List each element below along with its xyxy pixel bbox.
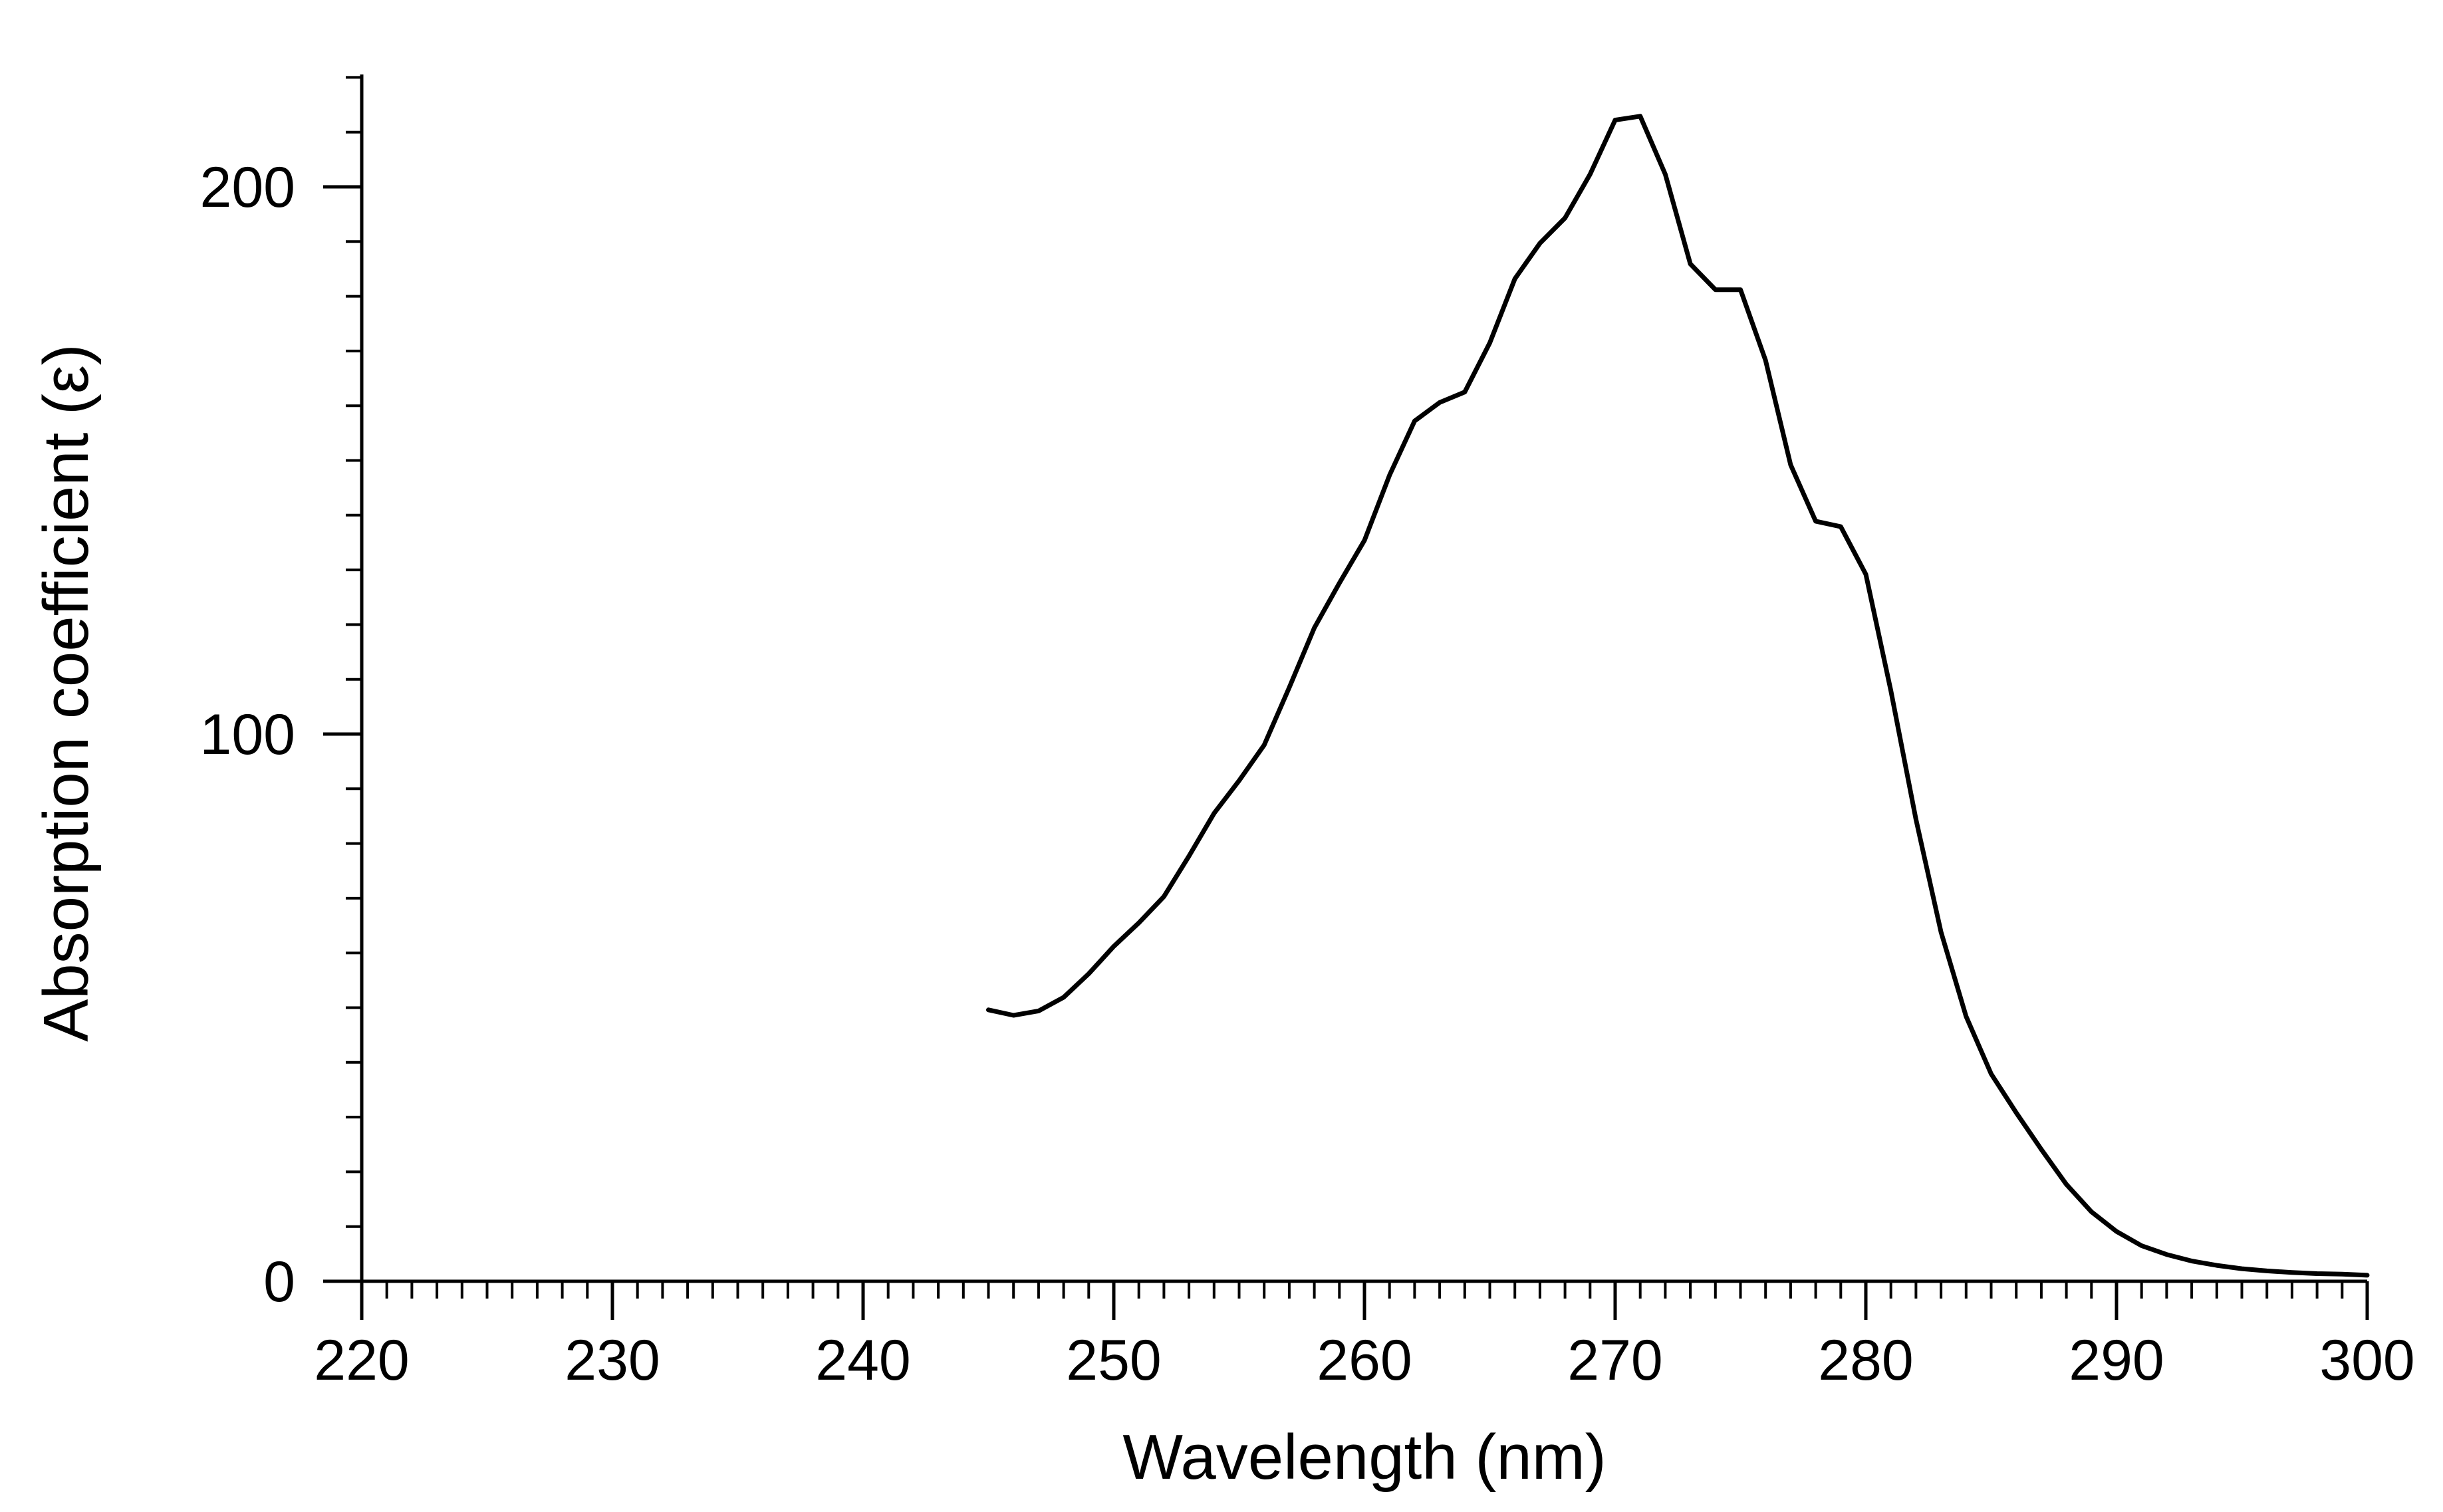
x-axis-minor-ticks [385, 1281, 2344, 1299]
absorption-series-line [986, 114, 2370, 1278]
y-axis-minor-ticks [346, 76, 362, 1228]
x-tick-label: 300 [2319, 1328, 2415, 1392]
y-axis-major-ticks: 0 100 200 [200, 156, 362, 1314]
y-tick-label: 100 [200, 703, 296, 767]
x-tick-label: 220 [314, 1328, 410, 1392]
y-tick-label: 200 [200, 156, 296, 219]
x-tick-label: 280 [1818, 1328, 1914, 1392]
y-tick-label: 0 [263, 1250, 295, 1314]
x-tick-label: 230 [565, 1328, 660, 1392]
x-tick-label: 290 [2069, 1328, 2164, 1392]
y-axis-label: Absorption coefficient (ε) [31, 344, 102, 1042]
x-axis-label: Wavelength (nm) [1122, 1422, 1606, 1493]
x-tick-label: 270 [1567, 1328, 1663, 1392]
x-tick-label: 260 [1317, 1328, 1412, 1392]
x-tick-label: 240 [815, 1328, 911, 1392]
x-axis-major-ticks: 220 230 240 250 260 270 280 290 300 [314, 1281, 2415, 1392]
x-tick-label: 250 [1066, 1328, 1162, 1392]
